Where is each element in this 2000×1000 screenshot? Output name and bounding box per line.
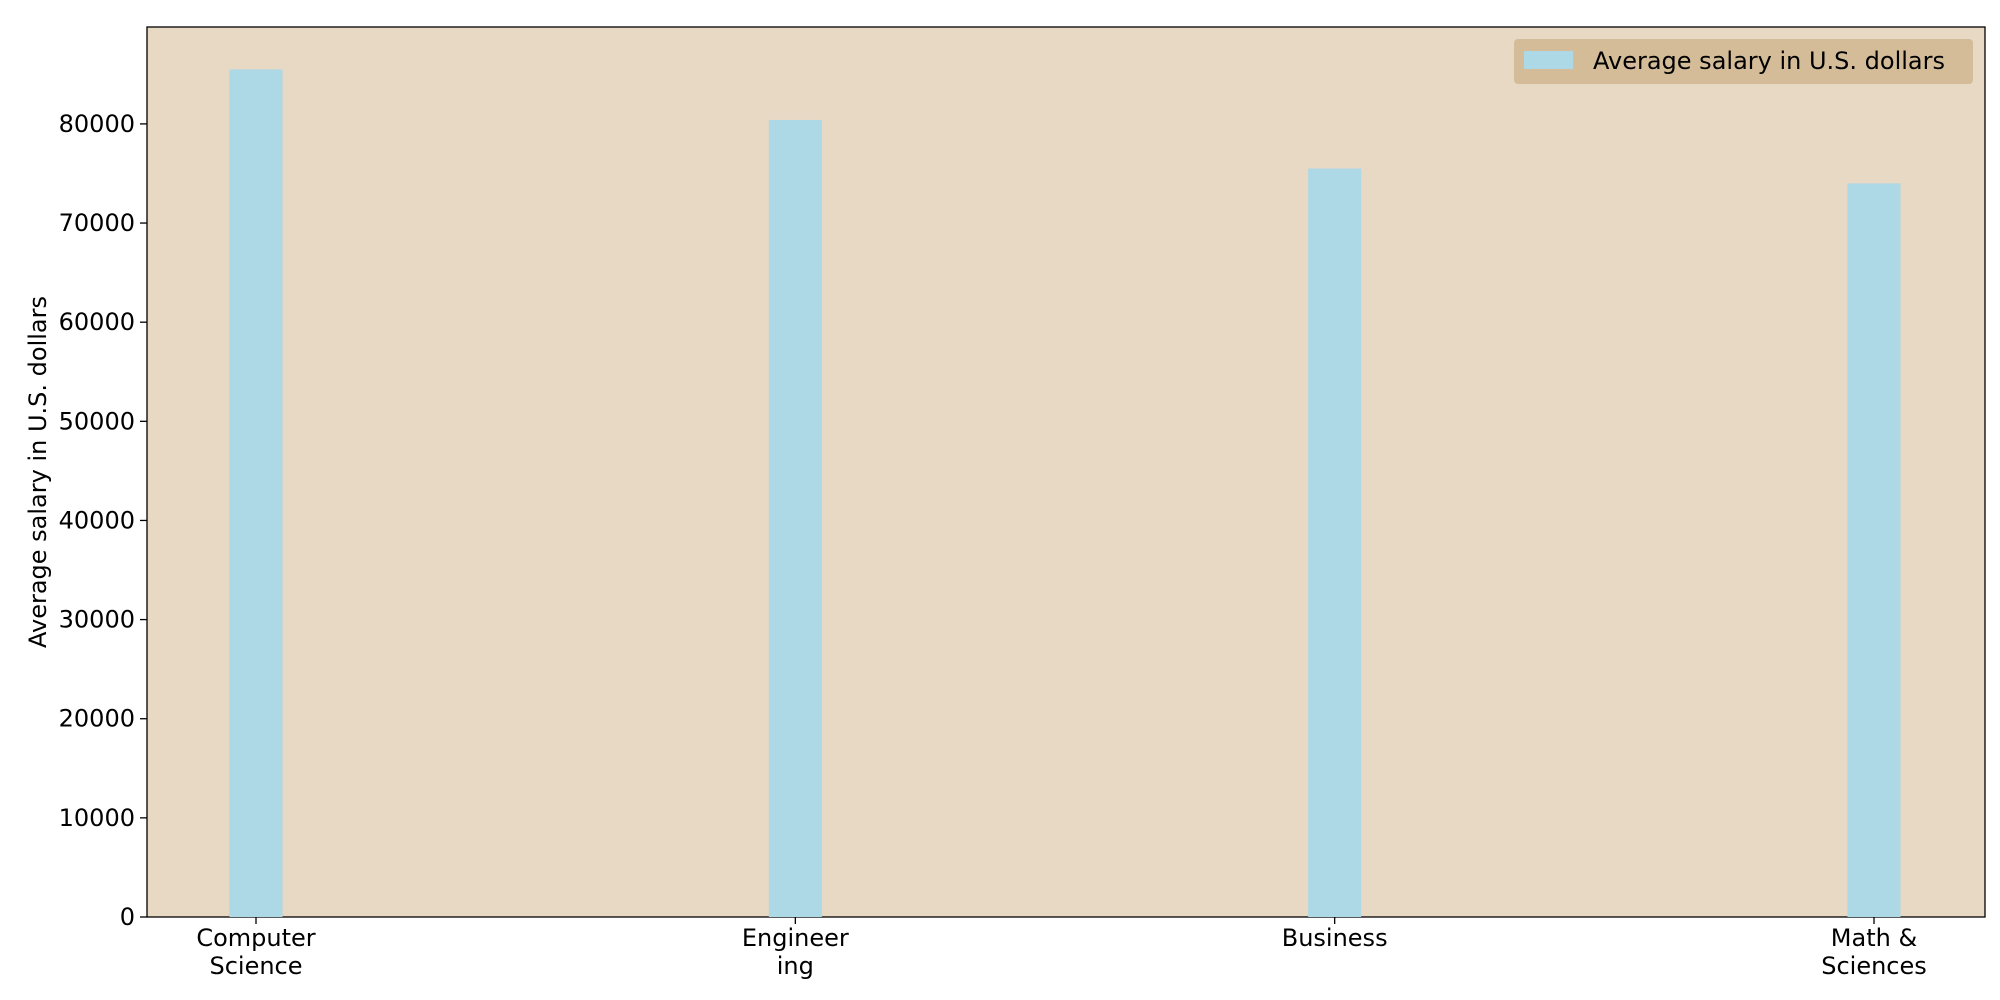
legend-box [1514,39,1973,84]
x-tick-label: Math & Sciences [1821,924,1927,980]
y-axis-ticks: 0 10000 20000 30000 40000 50000 60000 70000 8000… [59,110,147,931]
bars [229,69,1901,918]
plot-area [146,26,1986,918]
x-tick-label: Business [1282,924,1388,952]
y-tick-label: 40000 [59,506,135,534]
y-tick-label: 80000 [59,110,135,138]
y-tick-label: 60000 [59,308,135,336]
x-tick-label: Engineer ing [742,924,849,980]
y-axis-label: Average salary in U.S. dollars [24,296,52,648]
x-axis-ticks: Computer Science Engineer ing Business Math &… [196,917,1927,980]
bar [1308,168,1362,917]
y-tick-label: 10000 [59,804,135,832]
legend-label: Average salary in U.S. dollars [1593,47,1945,75]
y-tick-label: 0 [120,903,135,931]
bar [229,69,283,917]
x-tick-label: Computer Science [196,924,315,980]
y-tick-label: 70000 [59,209,135,237]
y-tick-label: 50000 [59,407,135,435]
y-tick-label: 30000 [59,606,135,634]
legend: Average salary in U.S. dollars [1514,39,1973,84]
bar [768,119,822,918]
y-tick-label: 20000 [59,705,135,733]
legend-swatch [1524,51,1573,69]
bar [1847,183,1901,918]
